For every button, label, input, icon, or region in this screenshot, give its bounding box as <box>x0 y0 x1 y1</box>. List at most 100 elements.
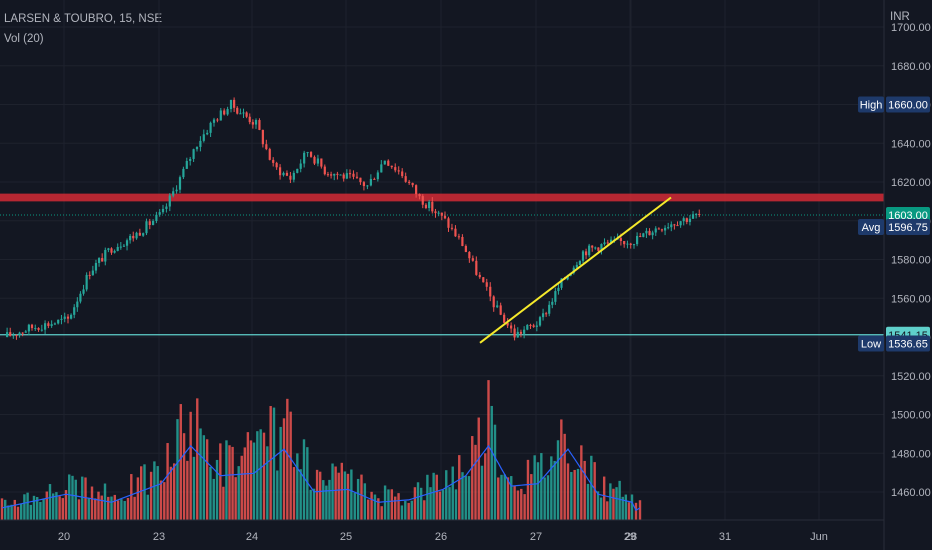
candle-body <box>482 277 485 283</box>
candle-body <box>97 258 101 263</box>
candle-body <box>600 244 603 251</box>
volume-bar <box>580 445 583 520</box>
volume-bar <box>467 476 471 520</box>
candle-body <box>603 242 606 245</box>
candle-body <box>695 214 698 216</box>
time-tick-label: 27 <box>530 531 542 543</box>
candle-body <box>138 232 141 236</box>
candle-body <box>676 225 679 227</box>
candle-body <box>679 221 682 226</box>
candle-body <box>242 112 245 114</box>
candle-body <box>383 160 386 165</box>
price-label-average-value-bg <box>886 219 930 236</box>
candle-body <box>519 331 523 334</box>
volume-bar <box>58 496 61 520</box>
volume-bar <box>464 475 467 520</box>
volume-bar <box>318 471 322 520</box>
candle-body <box>73 307 76 315</box>
volume-bar <box>550 456 553 520</box>
candle-body <box>6 332 9 337</box>
price-label-low-tag: Low <box>861 338 881 350</box>
candle-body <box>119 246 122 248</box>
candle-body <box>88 274 91 276</box>
volume-bar <box>289 411 292 520</box>
volume-bar <box>116 500 120 520</box>
volume-bar <box>627 502 631 520</box>
candle-body <box>209 122 212 133</box>
price-tick-label: 1640.00 <box>891 138 931 150</box>
candle-body <box>440 212 443 216</box>
volume-bar <box>225 440 228 520</box>
candle-body <box>245 112 248 117</box>
candle-body <box>535 325 538 327</box>
symbol-title[interactable]: LARSEN & TOUBRO, 15, NSE <box>4 13 163 25</box>
candle-body <box>492 296 495 308</box>
candle-body <box>434 211 437 214</box>
candle-body <box>506 322 509 326</box>
volume-bar <box>634 502 638 520</box>
volume-bar <box>266 446 269 520</box>
volume-bar <box>380 506 383 520</box>
candle-body <box>278 167 282 176</box>
candle-body <box>333 173 336 176</box>
candle-body <box>510 325 513 329</box>
volume-bar <box>590 455 593 520</box>
candle-body <box>289 175 292 180</box>
volume-bar <box>599 497 603 520</box>
price-label-high-tag-bg <box>858 96 884 113</box>
candle-body <box>485 282 488 287</box>
candle-body <box>172 191 175 196</box>
volume-bar <box>546 475 550 520</box>
candle-body <box>195 146 199 150</box>
volume-bar <box>113 494 116 520</box>
volume-bar <box>179 404 182 520</box>
volume-bar <box>32 495 36 520</box>
volume-bar <box>296 453 299 520</box>
volume-bar <box>350 469 353 520</box>
volume-bar <box>360 474 363 520</box>
volume-bar <box>156 466 159 520</box>
volume-bar <box>573 469 576 520</box>
candle-body <box>135 232 138 239</box>
candle-body <box>43 323 47 330</box>
volume-bar <box>228 445 231 520</box>
volume-bar <box>20 503 23 520</box>
candle-body <box>233 99 236 108</box>
volume-bar <box>630 494 634 520</box>
volume-bar <box>553 460 556 520</box>
candle-body <box>53 323 57 325</box>
candle-body <box>330 174 333 176</box>
candle-body <box>85 274 88 290</box>
time-tick-label: 31 <box>719 531 731 543</box>
candle-body <box>47 323 50 326</box>
volume-bar <box>419 487 423 520</box>
candle-body <box>566 275 569 280</box>
candle-body <box>626 243 629 245</box>
volume-bar <box>609 483 612 520</box>
candle-body <box>516 331 519 338</box>
price-axis[interactable]: 1460.001480.001500.001520.001540.001560.… <box>891 22 931 499</box>
volume-bar <box>445 470 448 520</box>
time-tick-label: Jun <box>810 531 828 543</box>
candle-body <box>292 172 295 180</box>
volume-bar <box>435 474 438 520</box>
volume-bar <box>42 498 45 520</box>
volume-indicator-label[interactable]: Vol (20) <box>4 33 44 45</box>
candle-body <box>142 233 145 236</box>
volume-bar <box>331 463 334 520</box>
candle-body <box>63 316 66 319</box>
candle-body <box>578 260 582 265</box>
candle-body <box>226 109 229 115</box>
trendline[interactable] <box>479 196 672 344</box>
candle-body <box>670 224 673 228</box>
candle-body <box>236 107 239 114</box>
candle-body <box>526 324 529 330</box>
volume-bar <box>606 501 609 520</box>
candle-body <box>145 221 148 234</box>
volume-bar <box>416 482 420 520</box>
volume-bar <box>97 491 100 520</box>
candle-body <box>554 291 557 302</box>
volume-bar <box>530 474 533 520</box>
